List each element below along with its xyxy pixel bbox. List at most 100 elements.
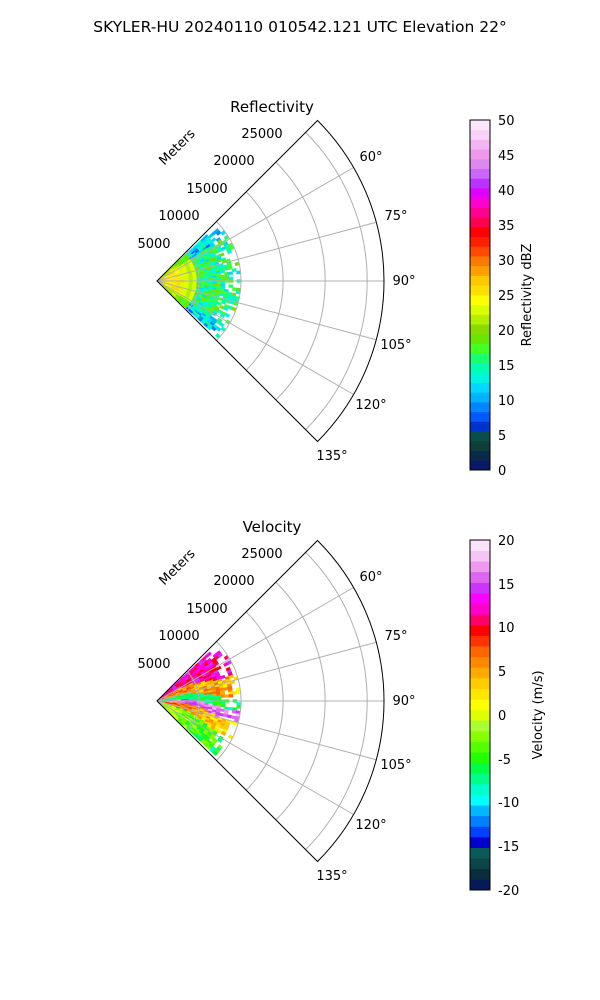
reflectivity-panel: Reflectivity Meters 5000 10000 15000 250… <box>137 98 415 464</box>
theta-tick: 90° <box>392 694 415 709</box>
theta-tick: 90° <box>392 274 415 289</box>
theta-tick: 135° <box>316 869 347 884</box>
radar-cell <box>223 266 229 271</box>
radar-cell <box>224 276 230 281</box>
colorbar-band <box>470 783 490 795</box>
colorbar-band <box>470 256 490 267</box>
radar-cell <box>223 686 229 691</box>
colorbar-tick: 15 <box>498 578 515 593</box>
colorbar-band <box>470 168 490 179</box>
radial-gridline <box>156 587 354 702</box>
radar-cell <box>222 306 229 312</box>
colorbar-tick: 45 <box>498 149 515 164</box>
colorbar-band <box>470 129 490 140</box>
radar-cell <box>216 737 223 743</box>
colorbar-band <box>470 868 490 880</box>
colorbar-band <box>470 236 490 247</box>
colorbar-tick: 50 <box>498 114 515 129</box>
colorbar-tick: -15 <box>498 840 519 855</box>
r-tick: 5000 <box>137 657 170 672</box>
radar-cell <box>219 252 225 257</box>
radar-cell <box>218 321 225 328</box>
colorbar-tick: 0 <box>498 464 506 479</box>
colorbar-band <box>470 762 490 774</box>
colorbar-band <box>470 805 490 817</box>
figure-title: SKYLER-HU 20240110 010542.121 UTC Elevat… <box>93 18 507 36</box>
radar-cell <box>236 704 242 709</box>
radar-cell <box>219 270 225 274</box>
radar-cell <box>224 312 230 318</box>
colorbar-tick: 10 <box>498 621 515 636</box>
velocity-grid <box>156 539 385 863</box>
colorbar-band <box>470 382 490 393</box>
colorbar-band <box>470 324 490 335</box>
colorbar-band <box>470 265 490 276</box>
radar-cell <box>232 287 238 292</box>
colorbar-band <box>470 285 490 296</box>
radial-gridline <box>156 167 354 282</box>
colorbar-tick: 10 <box>498 394 515 409</box>
radar-cell <box>215 326 222 332</box>
colorbar-band <box>470 603 490 615</box>
colorbar-band <box>470 656 490 668</box>
radial-gridline <box>156 280 377 341</box>
radar-cell <box>228 271 234 276</box>
colorbar-band <box>470 139 490 150</box>
colorbar-band <box>470 440 490 451</box>
colorbar-band <box>470 450 490 461</box>
colorbar-tick: 5 <box>498 429 506 444</box>
r-tick: 20000 <box>213 574 254 589</box>
radar-cell <box>228 706 234 711</box>
colorbar-band <box>470 411 490 422</box>
radar-cell <box>231 709 237 714</box>
colorbar-label: Velocity (m/s) <box>531 670 546 759</box>
radar-cell <box>228 284 234 288</box>
colorbar-band <box>470 178 490 189</box>
velocity-colorbar: -20 -15 -10 -5 0 5 10 15 20 Velocity (m/… <box>469 534 546 899</box>
colorbar-tick: 20 <box>498 534 515 549</box>
colorbar-band <box>470 246 490 257</box>
r-tick: 15000 <box>186 602 227 617</box>
colorbar-band <box>470 314 490 325</box>
r-axis-label: Meters <box>157 546 199 588</box>
radar-cell <box>232 690 238 695</box>
colorbar-band <box>470 624 490 636</box>
colorbar-band <box>470 752 490 764</box>
colorbar-band <box>470 720 490 732</box>
colorbar-band <box>470 304 490 315</box>
colorbar-tick: 0 <box>498 709 506 724</box>
colorbar-band <box>470 614 490 626</box>
radar-cell <box>228 694 234 698</box>
r-tick: 5000 <box>137 237 170 252</box>
colorbar-band <box>470 363 490 374</box>
radar-cell <box>219 708 225 712</box>
radar-cell <box>210 237 217 243</box>
colorbar-tick: -20 <box>498 884 519 899</box>
radar-cell <box>212 697 218 701</box>
colorbar-band <box>470 826 490 838</box>
colorbar-tick: -10 <box>498 796 519 811</box>
radar-cell <box>216 665 222 671</box>
colorbar-band <box>470 646 490 658</box>
colorbar-label: Reflectivity dBZ <box>520 244 535 347</box>
colorbar-band <box>470 561 490 573</box>
radar-cell <box>210 325 217 332</box>
r-axis-label: Meters <box>157 126 199 168</box>
radar-cell <box>226 249 233 255</box>
radar-cell <box>228 276 234 280</box>
colorbar-tick: 25 <box>498 289 515 304</box>
colorbar-band <box>470 120 490 131</box>
colorbar-tick: 35 <box>498 219 515 234</box>
colorbar-tick: 15 <box>498 359 515 374</box>
colorbar-band <box>470 226 490 238</box>
colorbar-band <box>470 207 490 218</box>
radar-cell <box>220 731 227 736</box>
radial-gridline <box>156 221 377 282</box>
colorbar-band <box>470 879 490 891</box>
radar-cell <box>217 652 223 658</box>
theta-tick: 135° <box>316 449 347 464</box>
colorbar-band <box>470 149 490 160</box>
colorbar-band <box>470 295 490 306</box>
colorbar-band <box>470 571 490 583</box>
